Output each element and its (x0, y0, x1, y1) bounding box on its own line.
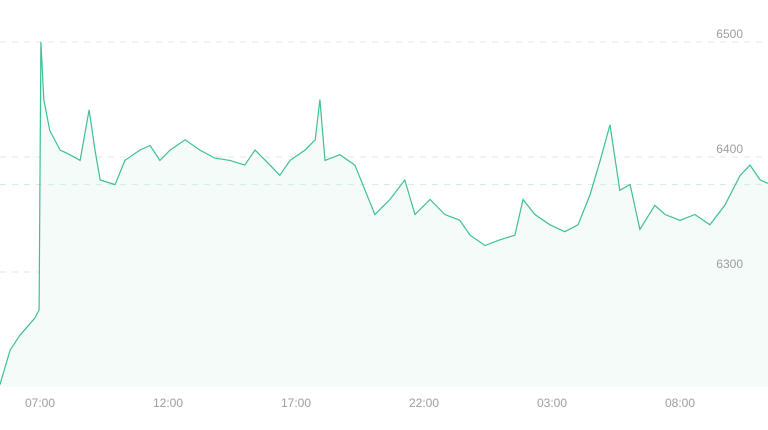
x-tick-label: 22:00 (409, 396, 439, 410)
x-tick-label: 07:00 (25, 396, 55, 410)
x-tick-label: 08:00 (665, 396, 695, 410)
x-tick-label: 17:00 (281, 396, 311, 410)
x-tick-label: 12:00 (153, 396, 183, 410)
y-tick-label: 6500 (716, 27, 743, 41)
y-axis: 6300 6400 6500 (716, 27, 743, 271)
x-axis: 07:00 12:00 17:00 22:00 03:00 08:00 (25, 396, 695, 410)
series-line (0, 41, 768, 385)
area-fill (0, 42, 768, 387)
x-tick-label: 03:00 (537, 396, 567, 410)
y-tick-label: 6300 (716, 257, 743, 271)
y-tick-label: 6400 (716, 142, 743, 156)
